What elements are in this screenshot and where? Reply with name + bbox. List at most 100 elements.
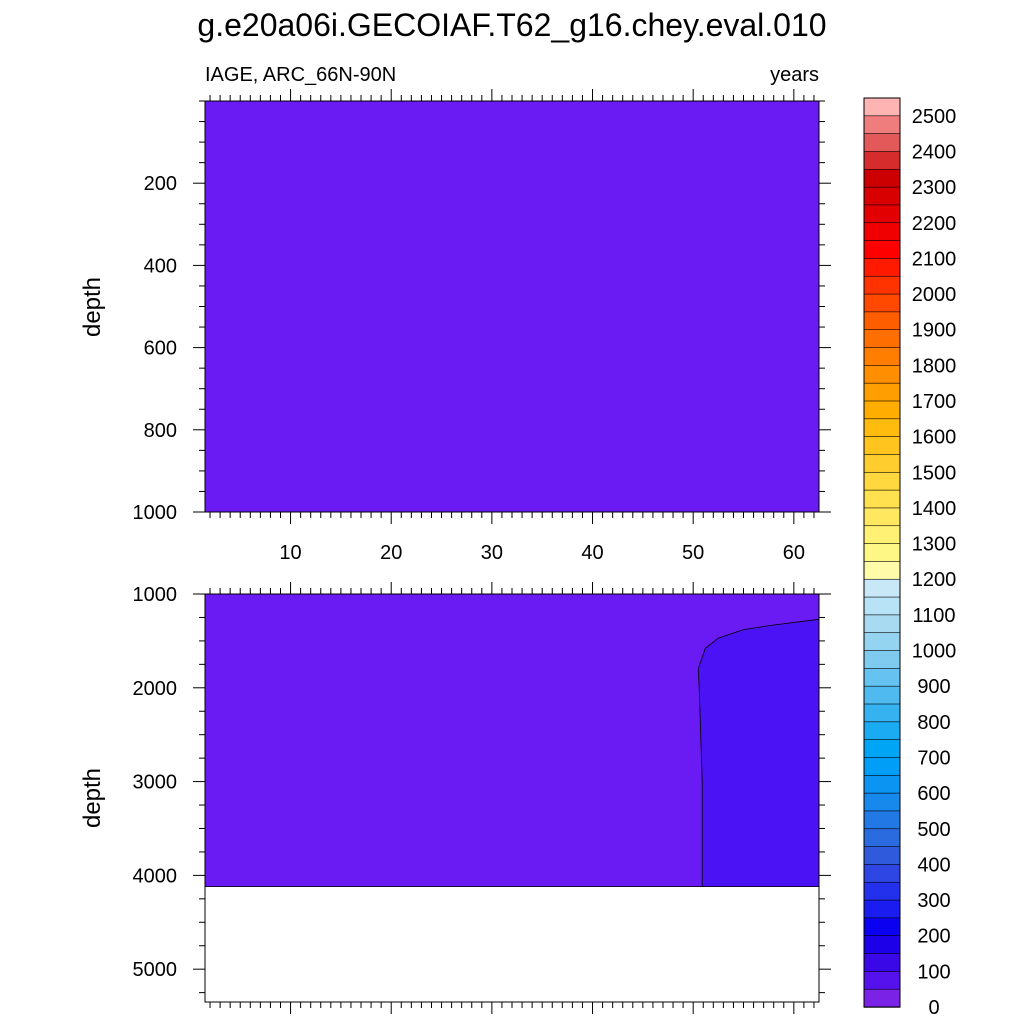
colorbar-label: 1700	[912, 391, 957, 413]
colorbar-swatch	[863, 382, 901, 402]
colorbar-label: 1800	[912, 355, 957, 377]
upper-y-label: depth	[79, 277, 106, 337]
y-tick-label: 600	[144, 338, 177, 360]
colorbar-swatch	[863, 275, 901, 295]
colorbar-swatch	[863, 703, 901, 723]
colorbar-swatch	[863, 347, 901, 367]
upper-fill-region	[205, 101, 819, 512]
colorbar-swatch	[863, 186, 901, 206]
colorbar-swatch	[863, 881, 901, 901]
contour-line	[697, 618, 820, 887]
lower-core-region	[698, 619, 819, 887]
colorbar-label: 1600	[912, 427, 957, 449]
colorbar-label: 400	[917, 854, 950, 876]
lower-y-label: depth	[79, 768, 106, 828]
colorbar-swatch	[863, 864, 901, 883]
lower-frame	[204, 593, 820, 1003]
main-title: g.e20a06i.GECOIAF.T62_g16.chey.eval.010	[197, 7, 826, 43]
colorbar-swatch	[863, 418, 901, 438]
colorbar-label: 1400	[912, 498, 957, 520]
upper-panel: 10 20 30 40 50 60 200 400 600 800 1000	[133, 89, 831, 564]
colorbar-swatch	[863, 739, 901, 759]
colorbar-swatch	[863, 650, 901, 670]
colorbar-swatch	[863, 774, 901, 794]
colorbar-swatch	[863, 365, 901, 384]
colorbar-swatch	[863, 543, 901, 563]
colorbar-swatch	[863, 721, 901, 741]
colorbar-swatch	[863, 632, 901, 652]
colorbar-swatch	[863, 311, 901, 331]
colorbar-label: 900	[917, 676, 950, 698]
colorbar-label: 1000	[912, 641, 957, 663]
colorbar-swatch	[863, 258, 901, 277]
colorbar-label: 2400	[912, 142, 957, 164]
x-tick-label: 60	[783, 542, 805, 564]
colorbar-swatch	[863, 293, 901, 313]
colorbar-swatch	[863, 454, 901, 473]
colorbar-label: 2000	[912, 284, 957, 306]
colorbar-label: 1900	[912, 320, 957, 342]
colorbar-label: 800	[917, 712, 950, 734]
colorbar-swatch	[863, 240, 901, 260]
colorbar-label: 2100	[912, 248, 957, 270]
lower-panel: 1000 2000 3000 4000 5000	[133, 582, 831, 1014]
colorbar-swatch	[863, 971, 901, 990]
colorbar-swatch	[863, 685, 901, 705]
colorbar-swatch	[863, 561, 901, 580]
colorbar-swatch	[863, 846, 901, 866]
colorbar-swatch	[863, 792, 901, 812]
y-tick-label: 1000	[133, 502, 178, 524]
right-string: years	[770, 64, 819, 86]
colorbar-swatch	[863, 668, 901, 687]
colorbar-swatch	[863, 97, 901, 117]
seafloor-missing-region	[205, 886, 819, 1002]
colorbar-swatch	[863, 953, 901, 973]
x-tick-label: 50	[682, 542, 704, 564]
colorbar-swatch	[863, 578, 901, 598]
y-tick-label: 3000	[133, 772, 178, 794]
colorbar-label: 1200	[912, 569, 957, 591]
colorbar-label: 2200	[912, 213, 957, 235]
y-tick-label: 200	[144, 173, 177, 195]
y-tick-label: 400	[144, 255, 177, 277]
colorbar-swatch	[863, 988, 901, 1008]
y-tick-label: 4000	[133, 865, 178, 887]
x-tick-label: 20	[380, 542, 402, 564]
x-tick-label: 10	[279, 542, 301, 564]
colorbar-swatch	[863, 471, 901, 491]
colorbar-swatch	[863, 400, 901, 420]
colorbar-swatch	[863, 168, 901, 188]
colorbar-swatch	[863, 329, 901, 349]
left-string: IAGE, ARC_66N-90N	[205, 64, 396, 86]
colorbar-label: 1300	[912, 534, 957, 556]
colorbar-swatch	[863, 204, 901, 224]
y-tick-label: 2000	[133, 678, 178, 700]
colorbar-swatch	[863, 222, 901, 242]
colorbar-label: 2500	[912, 106, 957, 128]
colorbar-label: 500	[917, 819, 950, 841]
colorbar-swatch	[863, 133, 901, 153]
colorbar-label: 200	[917, 926, 950, 948]
colorbar-swatch	[863, 828, 901, 848]
colorbar-label: 600	[917, 783, 950, 805]
colorbar-label: 2300	[912, 177, 957, 199]
upper-frame	[204, 100, 820, 513]
colorbar-swatch	[863, 525, 901, 545]
colorbar-label: 1500	[912, 462, 957, 484]
colorbar-label: 0	[928, 997, 939, 1019]
colorbar-label: 1100	[912, 605, 955, 627]
colorbar-label: 300	[917, 890, 950, 912]
colorbar-swatch	[863, 810, 901, 830]
colorbar-swatch	[863, 436, 901, 456]
colorbar-swatch	[863, 489, 901, 509]
colorbar-swatch	[863, 757, 901, 776]
colorbar-swatch	[863, 614, 901, 634]
y-tick-label: 800	[144, 420, 177, 442]
colorbar-swatch	[863, 917, 901, 937]
colorbar-swatch	[863, 935, 901, 955]
colorbar-label: 700	[917, 748, 950, 770]
y-tick-label: 5000	[133, 959, 178, 981]
colorbar-label: 100	[917, 961, 950, 983]
colorbar-swatch	[863, 151, 901, 170]
